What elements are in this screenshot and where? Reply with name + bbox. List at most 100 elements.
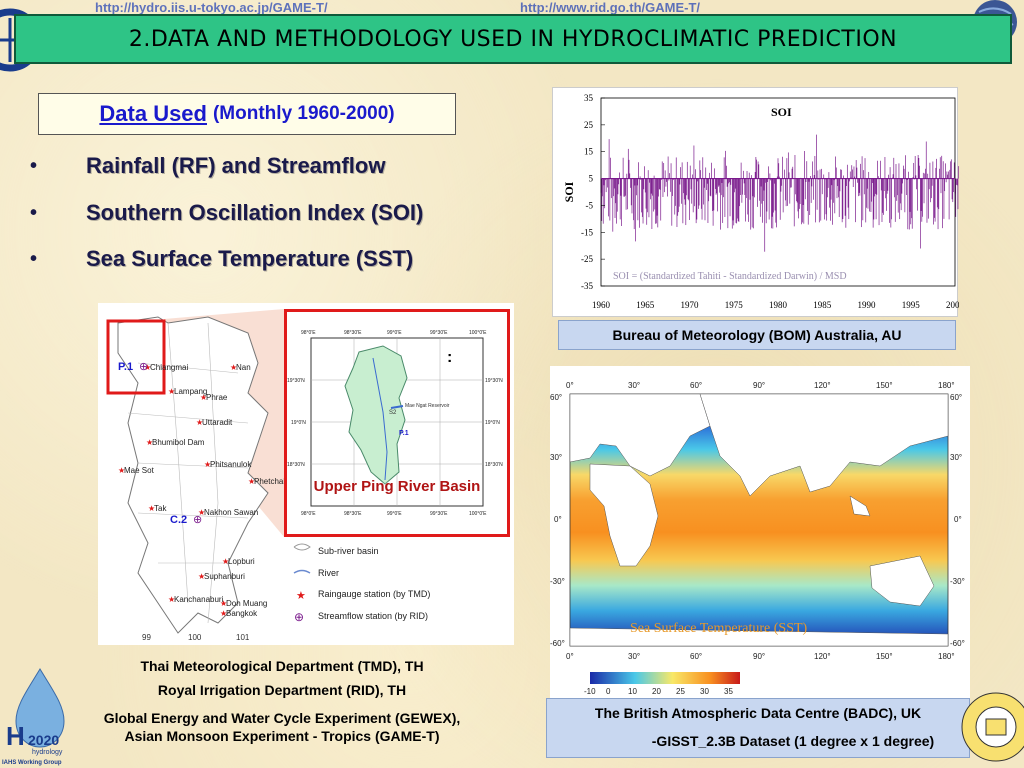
bullet-item: • Rainfall (RF) and Streamflow: [30, 148, 530, 184]
sst-lon-tick: 60°: [690, 652, 702, 661]
bullet-text: Southern Oscillation Index (SOI): [86, 200, 424, 225]
inset-lon-tick: 99°0'E: [387, 511, 402, 517]
inset-station-p1: P.1: [399, 430, 409, 437]
colorbar-tick: 25: [676, 687, 685, 696]
svg-text:★: ★: [118, 466, 125, 475]
inset-lon-tick: 99°30'E: [430, 330, 448, 336]
colorbar-tick: 35: [724, 687, 733, 696]
soi-formula: SOI = (Standardized Tahiti - Standardize…: [613, 271, 847, 282]
soi-x-tick: 1965: [636, 300, 655, 310]
station-label: Phitsanulok: [210, 460, 252, 469]
legend-label: Streamflow station (by RID): [318, 611, 428, 621]
station-label: Suphanburi: [204, 572, 245, 581]
sst-lon-tick: 150°: [876, 652, 893, 661]
data-used-box: Data Used (Monthly 1960-2000): [38, 93, 456, 135]
source-line: Global Energy and Water Cycle Experiment…: [103, 710, 461, 726]
legend-label: Sub-river basin: [318, 546, 379, 556]
sst-lon-tick: 30°: [628, 652, 640, 661]
soi-x-tick: 1975: [725, 300, 744, 310]
inset-lon-tick: 100°0'E: [469, 330, 487, 336]
svg-text:★: ★: [200, 393, 207, 402]
colorbar-tick: 0: [606, 687, 611, 696]
station-label: Kanchanaburi: [174, 595, 224, 604]
lon-tick: 100: [188, 633, 202, 642]
sst-lat-tick: 60°: [950, 393, 962, 402]
soi-x-tick: 1985: [813, 300, 832, 310]
colorbar-tick: 30: [700, 687, 709, 696]
svg-text:★: ★: [220, 599, 227, 608]
top-link-right[interactable]: http://www.rid.go.th/GAME-T/: [520, 0, 701, 15]
soi-y-tick: -5: [586, 200, 594, 210]
colorbar-tick: -10: [584, 687, 596, 696]
soi-x-tick: 2000: [946, 300, 959, 310]
streamflow-icon: ⊕: [139, 361, 148, 373]
soi-chart-panel: 35 25 15 5 -5 -15 -25 -35 1960 1965 1970 1975 1980 19…: [552, 87, 965, 317]
station-label: Bhumibol Dam: [152, 438, 205, 447]
raingauge-legend-icon: ★: [296, 590, 306, 602]
lon-tick: 99: [142, 633, 151, 642]
inset-lat-tick: 19°30'N: [287, 378, 305, 384]
inset-lat-tick: 19°30'N: [485, 378, 503, 384]
svg-text:★: ★: [222, 557, 229, 566]
station-label: Mae Sot: [124, 466, 155, 475]
sst-lon-tick: 180°: [938, 381, 955, 390]
station-label: Tak: [154, 504, 167, 513]
station-labels: ★Chiangmai ★Nan ★Lampang ★Phrae ★Uttarad…: [118, 363, 297, 618]
inset-lon-tick: 98°0'E: [301, 330, 316, 336]
soi-y-tick: 15: [584, 147, 594, 157]
lon-tick: 101: [236, 633, 250, 642]
sst-lat-tick: -30°: [950, 577, 965, 586]
sst-lon-tick: 0°: [566, 652, 574, 661]
inset-lat-tick: 19°0'N: [291, 420, 306, 426]
basin-title: Upper Ping River Basin: [313, 478, 481, 495]
inset-station-label: S2: [389, 410, 397, 416]
sst-caption-box: [546, 698, 970, 758]
station-label: Nakhon Sawan: [204, 508, 258, 517]
soi-y-tick: 5: [589, 174, 594, 184]
sst-lat-tick: -60°: [550, 639, 565, 648]
station-label: Bangkok: [226, 609, 258, 618]
colorbar-tick: 10: [628, 687, 637, 696]
river-legend-icon: [293, 569, 311, 574]
soi-x-tick: 1960: [592, 300, 611, 310]
station-label: Lopburi: [228, 557, 255, 566]
station-label: Chiangmai: [150, 363, 188, 372]
svg-text:★: ★: [204, 460, 211, 469]
svg-text:★: ★: [144, 363, 151, 372]
bullet-mark: •: [30, 154, 38, 177]
station-label: Phrae: [206, 393, 228, 402]
sst-title: Sea Surface Temperature (SST): [630, 621, 808, 636]
sub-basin-legend-icon: [293, 543, 311, 551]
inset-lon-tick: 98°0'E: [301, 511, 316, 517]
basin-inset-map: Mae Ngat Reservoir S2 P.1 : 98°0'E 98°30…: [287, 330, 503, 517]
sst-lon-tick: 60°: [690, 381, 702, 390]
basin-inset: Mae Ngat Reservoir S2 P.1 : 98°0'E 98°30…: [284, 309, 510, 537]
h2020-group: IAHS Working Group: [2, 760, 62, 766]
bullet-mark: •: [30, 201, 38, 224]
sst-lon-tick: 120°: [814, 652, 831, 661]
data-used-range: (Monthly 1960-2000): [212, 103, 395, 124]
bullet-mark: •: [30, 247, 38, 270]
h2020-sub: hydrology: [32, 749, 63, 756]
bullet-text: Rainfall (RF) and Streamflow: [86, 153, 386, 178]
streamflow-legend-icon: ⊕: [294, 610, 304, 624]
inset-lon-tick: 99°30'E: [430, 511, 448, 517]
legend-label: Raingauge station (by TMD): [318, 589, 430, 599]
soi-y-tick: 25: [584, 120, 594, 130]
source-line: Royal Irrigation Department (RID), TH: [157, 682, 407, 698]
station-label: Don Muang: [226, 599, 267, 608]
soi-y-tick: -35: [581, 281, 593, 291]
svg-text:★: ★: [148, 504, 155, 513]
sst-lon-tick: 150°: [876, 381, 893, 390]
svg-text:★: ★: [198, 572, 205, 581]
svg-text:★: ★: [168, 595, 175, 604]
svg-text:★: ★: [196, 418, 203, 427]
soi-plot-frame: [600, 97, 956, 287]
sst-lon-tick: 180°: [938, 652, 955, 661]
flow-station-p1: P.1: [118, 361, 133, 373]
top-link-left[interactable]: http://hydro.iis.u-tokyo.ac.jp/GAME-T/: [95, 0, 328, 15]
flow-station-c2: C.2: [170, 514, 187, 526]
sst-lat-tick: -30°: [550, 577, 565, 586]
soi-x-tick: 1995: [902, 300, 921, 310]
soi-y-tick: -25: [581, 254, 593, 264]
